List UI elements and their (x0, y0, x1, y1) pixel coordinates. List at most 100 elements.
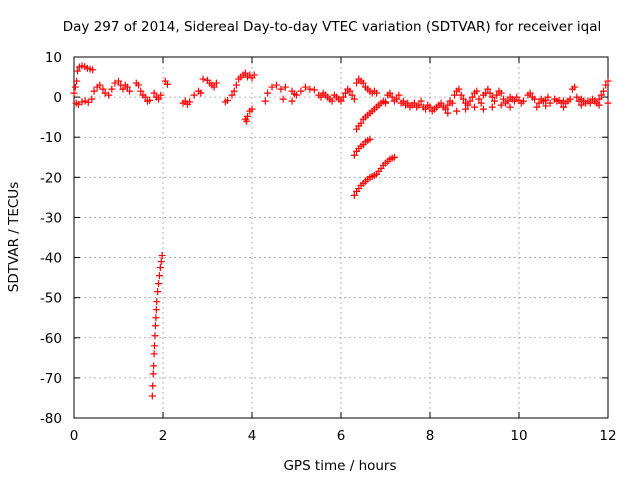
data-point (404, 99, 412, 107)
data-point (533, 103, 541, 111)
data-point (89, 66, 97, 74)
data-point (155, 280, 163, 288)
data-point (212, 79, 220, 87)
data-point (468, 93, 476, 101)
y-axis-title: SDTVAR / TECUs (6, 182, 22, 292)
data-point (399, 97, 407, 105)
data-point (150, 362, 158, 370)
data-point (350, 151, 358, 159)
data-point (148, 392, 156, 400)
y-tick-label: -70 (40, 371, 62, 387)
data-point (301, 83, 309, 91)
data-point (442, 105, 450, 113)
data-point (146, 96, 154, 104)
y-tick-label: 0 (53, 90, 62, 106)
data-point (410, 99, 418, 107)
data-point (119, 85, 127, 93)
data-point (74, 67, 82, 75)
data-point (473, 87, 481, 95)
data-point (390, 153, 398, 161)
data-point (464, 101, 472, 109)
data-point (264, 89, 272, 97)
data-point (535, 99, 543, 107)
data-point (149, 382, 157, 390)
data-point (450, 91, 458, 99)
data-point (604, 99, 612, 107)
data-point (546, 99, 554, 107)
data-point (597, 91, 605, 99)
data-point (149, 370, 157, 378)
data-point (519, 97, 527, 105)
data-point (350, 95, 358, 103)
data-point (151, 342, 159, 350)
data-point (197, 89, 205, 97)
data-point (586, 99, 594, 107)
data-point (151, 332, 159, 340)
data-point (190, 91, 198, 99)
data-point (497, 101, 505, 109)
data-point (511, 97, 519, 105)
data-point (310, 86, 318, 94)
data-point (491, 97, 499, 105)
data-point (357, 119, 365, 127)
data-point (386, 89, 394, 97)
data-point (339, 93, 347, 101)
data-point (228, 91, 236, 99)
data-point (479, 105, 487, 113)
data-point (542, 102, 550, 110)
data-point (151, 322, 159, 330)
data-point (382, 99, 389, 107)
data-point (373, 89, 381, 97)
data-point (250, 71, 258, 79)
x-tick-label: 4 (248, 428, 257, 444)
data-point (388, 93, 396, 101)
data-point (88, 95, 96, 103)
data-point (99, 85, 107, 93)
data-point (604, 77, 612, 85)
data-point (341, 89, 349, 97)
data-point (73, 77, 81, 85)
data-point (141, 93, 149, 101)
data-point (486, 89, 494, 97)
data-point (504, 97, 512, 105)
data-point (158, 252, 166, 260)
y-tick-label: -50 (40, 291, 62, 307)
data-point (566, 95, 574, 103)
data-points (70, 62, 612, 400)
data-point (154, 288, 162, 296)
data-point (477, 99, 485, 107)
data-point (453, 107, 461, 115)
data-point (577, 101, 585, 109)
data-point (493, 91, 501, 99)
data-point (544, 93, 552, 101)
data-point (457, 91, 465, 99)
data-point (96, 81, 104, 89)
x-tick-label: 0 (70, 428, 79, 444)
data-point (272, 81, 280, 89)
data-point (115, 77, 122, 85)
data-point (317, 93, 325, 101)
data-point (602, 81, 610, 89)
x-tick-label: 2 (159, 428, 168, 444)
data-point (74, 100, 82, 108)
data-point (157, 258, 165, 266)
data-point (244, 112, 252, 120)
data-point (337, 97, 345, 105)
data-point (135, 81, 143, 89)
data-point (422, 105, 430, 113)
data-point (137, 87, 145, 95)
data-point (459, 95, 467, 103)
data-point (455, 85, 463, 93)
data-point (393, 95, 401, 103)
data-point (293, 91, 300, 99)
data-point (150, 89, 158, 97)
data-point (444, 109, 452, 117)
data-point (126, 87, 134, 95)
data-point (488, 93, 496, 101)
data-point (108, 85, 116, 93)
data-point (232, 81, 240, 89)
x-tick-label: 10 (510, 428, 527, 444)
data-point (353, 79, 361, 87)
data-point (261, 97, 269, 105)
chart-title: Day 297 of 2014, Sidereal Day-to-day VTE… (63, 19, 602, 35)
